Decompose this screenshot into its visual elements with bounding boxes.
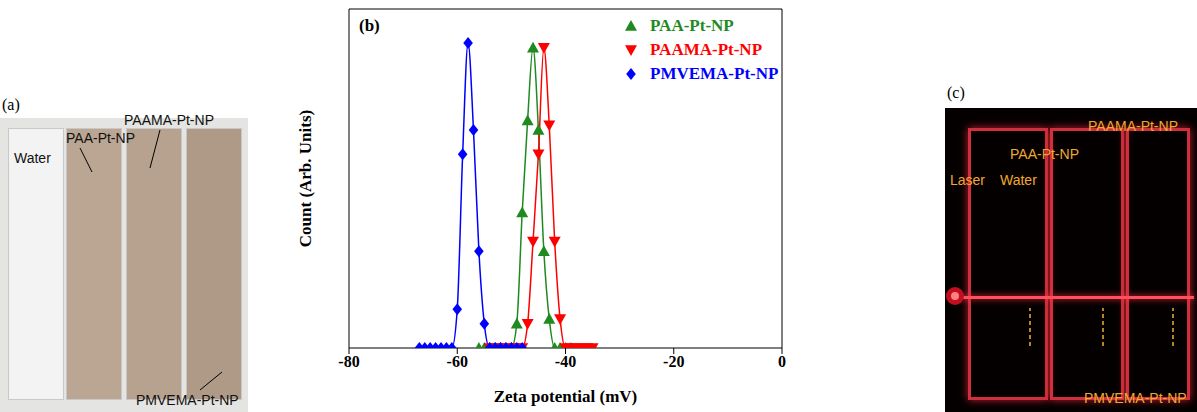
html-text:PMVEMA-Pt-NP: PMVEMA-Pt-NP — [136, 392, 239, 408]
html-text:PAA-Pt-NP: PAA-Pt-NP — [650, 16, 734, 35]
html-text:PAA-Pt-NP: PAA-Pt-NP — [1010, 146, 1079, 162]
svg-text:-20: -20 — [663, 353, 684, 370]
html-text:PAA-Pt-NP: PAA-Pt-NP — [66, 130, 135, 146]
html-text:PAAMA-Pt-NP: PAAMA-Pt-NP — [650, 40, 762, 59]
html-text:Water: Water — [14, 150, 51, 166]
html-text:PMVEMA-Pt-NP: PMVEMA-Pt-NP — [650, 64, 779, 83]
html-text:(c): (c) — [947, 84, 965, 101]
svg-text:0: 0 — [778, 353, 786, 370]
svg-text:Count (Arb. Units): Count (Arb. Units) — [296, 110, 315, 247]
html-text:PMVEMA-Pt-NP: PMVEMA-Pt-NP — [1084, 390, 1187, 406]
svg-text:-80: -80 — [338, 353, 359, 370]
html-text:(b): (b) — [359, 16, 380, 35]
svg-text:-60: -60 — [447, 353, 468, 370]
html-text:PAAMA-Pt-NP: PAAMA-Pt-NP — [1088, 118, 1178, 134]
html-text:Water: Water — [1000, 172, 1037, 188]
svg-text:Zeta potential (mV): Zeta potential (mV) — [494, 387, 638, 406]
html-text:(a): (a) — [2, 96, 20, 113]
html-text:PAAMA-Pt-NP: PAAMA-Pt-NP — [124, 112, 214, 128]
html-text:Laser: Laser — [950, 172, 985, 188]
svg-text:-40: -40 — [555, 353, 576, 370]
